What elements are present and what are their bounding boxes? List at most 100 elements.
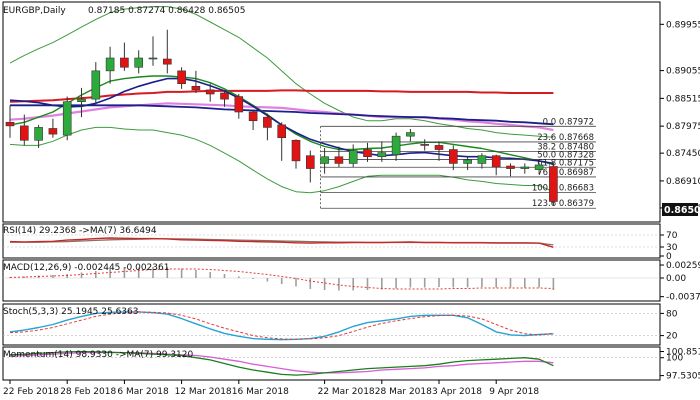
candle-bearish (277, 124, 287, 139)
date-tick-label: 6 Mar 2018 (117, 387, 169, 397)
rsi-panel: 70 300 (3, 231, 678, 262)
last-price-box (662, 203, 698, 216)
indicator-tick-label: 30 (666, 243, 678, 253)
fib-level-label: 23.6 0.87668 (537, 133, 594, 143)
date-tick-label: 22 Feb 2018 (3, 387, 59, 397)
candle-bullish (463, 159, 472, 164)
stochastic-panel: 80 20 (3, 309, 678, 342)
momentum-panel-frame (2, 346, 661, 381)
indicator-tick-label: 100.8516 (666, 348, 700, 358)
candle-bearish (5, 121, 15, 127)
stoch-label: Stoch(5,3,3) 25.1945 25.6363 (3, 307, 138, 317)
indicator-tick-label: 100 (666, 354, 683, 364)
date-tick-label: 28 Feb 2018 (60, 387, 116, 397)
last-price-value: 0.86505 (664, 205, 700, 216)
fib-level-label: 38.2 0.87480 (537, 143, 594, 153)
macd-panel: 0.002595 0.00 -0.003734 (3, 261, 700, 303)
candle-bearish (120, 57, 129, 68)
candle-bearish (19, 125, 29, 141)
fib-level-label: 123.6 0.86379 (532, 199, 594, 209)
macd-signal-line (9, 268, 554, 290)
candle-bearish (263, 116, 272, 128)
indicator-tick-label: 20 (666, 332, 678, 342)
momentum-panel: 100.8516100 97.5305 (3, 348, 700, 382)
candle-bearish (205, 89, 215, 95)
candle-bullish (391, 135, 401, 155)
indicator-tick-label: -0.003734 (666, 293, 700, 303)
last-price-badge: 0.86505 (662, 203, 700, 216)
macd-label: MACD(12,26,9) -0.002445 -0.002361 (3, 263, 169, 273)
momentum-label: Momentum(14) 98.9330 ->MA(7) 99.3120 (3, 350, 194, 360)
price-tick-label: 0.87975 (666, 122, 700, 132)
stoch-k-line (9, 311, 554, 341)
candle-bearish (48, 128, 58, 135)
candle-bullish (105, 57, 115, 72)
ma-navy-slow-line (10, 104, 554, 126)
date-tick-label: 22 Mar 2018 (318, 387, 375, 397)
ma-pink-line (9, 102, 554, 132)
candle-bearish (434, 145, 444, 150)
indicator-tick-label: 70 (666, 231, 678, 241)
date-tick-label: 3 Apr 2018 (432, 387, 482, 397)
date-tick-label: 16 Mar 2018 (232, 387, 289, 397)
ohlc-header: 0.87185 0.87274 0.86428 0.86505 (88, 6, 245, 16)
candle-bullish (148, 57, 158, 60)
candle-bullish (77, 98, 86, 103)
stoch-panel-frame (2, 303, 661, 346)
candle-bearish (549, 166, 558, 202)
candle-bullish (91, 70, 101, 100)
indicator-tick-label: 80 (666, 309, 678, 319)
date-axis: 22 Feb 2018 28 Feb 2018 6 Mar 2018 12 Mar 2… (3, 380, 539, 397)
candle-bearish (420, 144, 430, 146)
date-tick-label: 9 Apr 2018 (489, 387, 539, 397)
bollinger-bands (9, 6, 554, 194)
candle-bearish (234, 96, 244, 113)
indicator-tick-label: 97.5305 (666, 372, 700, 382)
panel-frames (2, 1, 661, 381)
candle-bullish (134, 57, 143, 68)
stoch-d-line (9, 311, 554, 340)
price-tick-label: 0.89955 (666, 20, 700, 30)
indicator-tick-label: 0.002595 (666, 261, 700, 271)
candle-bearish (334, 156, 344, 164)
chart-symbol: EURGBP,Daily (3, 6, 66, 16)
fib-level-label: 0.0 0.87972 (543, 117, 594, 127)
fib-level-label: 61.8 0.87175 (537, 158, 594, 168)
candle-bearish (177, 70, 186, 85)
bollinger-lower-line (9, 126, 554, 194)
price-tick-label: 0.86910 (666, 177, 700, 187)
candle-bullish (348, 150, 358, 164)
indicator-tick-label: 0 (666, 252, 672, 262)
candle-bullish (520, 166, 530, 169)
price-tick-label: 0.87450 (666, 149, 700, 159)
candle-bullish (534, 164, 544, 170)
candle-bearish (448, 149, 458, 164)
candle-bullish (477, 155, 487, 164)
rsi-label: RSI(14) 29.2368 ->MA(7) 36.6494 (3, 226, 157, 236)
date-tick-label: 28 Mar 2018 (375, 387, 432, 397)
candle-bearish (491, 155, 501, 168)
candle-bearish (506, 165, 515, 169)
candle-bearish (363, 149, 372, 158)
main-panel-frame (2, 1, 661, 223)
indicator-tick-label: 0.00 (666, 274, 686, 284)
candlesticks (5, 29, 558, 206)
fib-level-label: 50.0 0.87328 (537, 150, 594, 160)
bollinger-upper-line (9, 6, 554, 138)
candle-bullish (62, 101, 72, 136)
candle-bearish (163, 58, 172, 65)
candle-bearish (248, 111, 258, 122)
price-tick-label: 0.89055 (666, 67, 700, 77)
candle-bearish (291, 139, 301, 162)
fib-level-label: 76.4 0.86987 (537, 168, 594, 178)
candle-bearish (305, 155, 315, 169)
rsi-line (9, 237, 554, 248)
candle-bearish (191, 85, 201, 91)
candle-bearish (220, 92, 229, 100)
date-tick-label: 12 Mar 2018 (175, 387, 232, 397)
candle-bullish (406, 132, 415, 137)
ma-red-line (9, 89, 554, 103)
